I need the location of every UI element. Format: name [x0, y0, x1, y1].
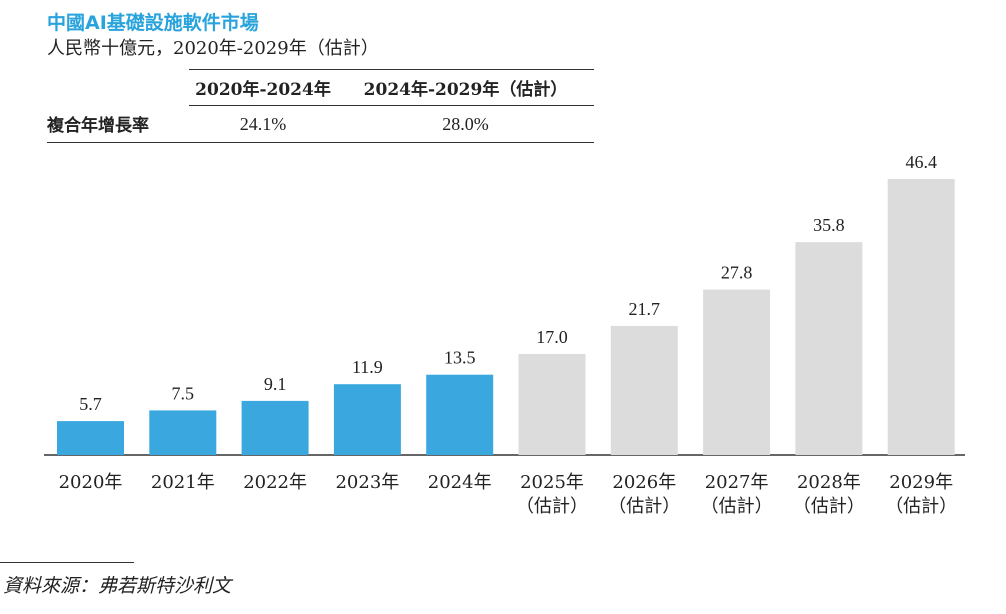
cagr-table: 2020年-2024年 2024年-2029年（估計） 複合年增長率 24.1%… [47, 69, 594, 143]
x-tick-label-0-0: 2020年 [59, 472, 123, 493]
bar-chart: 5.7 2020年 7.5 2021年 9.1 2022年 11.9 2023年 13.5 202… [44, 152, 965, 517]
value-label-7: 27.8 [721, 263, 753, 283]
chart-title: 中國AI基礎設施軟件市場 [47, 12, 259, 34]
bar-0 [57, 421, 124, 455]
footnote-divider [0, 562, 134, 563]
x-tick-label-8-1: （估計） [793, 496, 865, 517]
x-tick-label-9-0: 2029年 [889, 472, 953, 493]
bar-6 [610, 325, 678, 455]
x-tick-label-8-0: 2028年 [797, 472, 861, 493]
value-label-5: 17.0 [536, 327, 568, 347]
value-label-8: 35.8 [813, 215, 845, 235]
x-tick-label-3-0: 2023年 [335, 472, 399, 493]
value-label-4: 13.5 [444, 348, 476, 368]
chart-subtitle: 人民幣十億元，2020年-2029年（估計） [47, 38, 379, 59]
x-tick-label-7-0: 2027年 [705, 472, 769, 493]
x-tick-label-2-0: 2022年 [243, 472, 307, 493]
x-tick-label-6-1: （估計） [608, 496, 680, 517]
x-tick-label-4-0: 2024年 [428, 472, 492, 493]
x-tick-label-1-0: 2021年 [151, 472, 215, 493]
x-tick-label-7-1: （估計） [701, 496, 773, 517]
bar-1 [149, 410, 217, 455]
value-label-1: 7.5 [172, 383, 195, 403]
cagr-header-period-2: 2024年-2029年（估計） [337, 69, 594, 106]
cagr-row: 複合年增長率 24.1% 28.0% [47, 105, 594, 143]
bar-7 [703, 289, 771, 455]
x-tick-label-6-0: 2026年 [612, 472, 676, 493]
source-note: 資料來源：弗若斯特沙利文 [3, 575, 232, 597]
x-tick-label-5-1: （估計） [516, 496, 588, 517]
cagr-header-row: 2020年-2024年 2024年-2029年（估計） [47, 69, 594, 106]
value-label-2: 9.1 [264, 374, 287, 394]
bar-2 [241, 400, 309, 455]
bar-3 [333, 384, 401, 455]
x-tick-label-9-1: （估計） [885, 496, 957, 517]
bar-8 [795, 242, 863, 455]
cagr-header-period-1: 2020年-2024年 [189, 69, 337, 106]
value-label-0: 5.7 [79, 394, 102, 414]
cagr-value-1: 24.1% [189, 105, 337, 143]
bar-5 [518, 353, 586, 455]
value-label-9: 46.4 [905, 152, 937, 172]
bar-4 [426, 374, 494, 455]
value-label-6: 21.7 [629, 299, 661, 319]
x-tick-label-5-0: 2025年 [520, 472, 584, 493]
value-label-3: 11.9 [352, 357, 383, 377]
cagr-row-label: 複合年增長率 [47, 105, 189, 143]
bar-9 [887, 179, 955, 455]
cagr-value-2: 28.0% [337, 105, 594, 143]
